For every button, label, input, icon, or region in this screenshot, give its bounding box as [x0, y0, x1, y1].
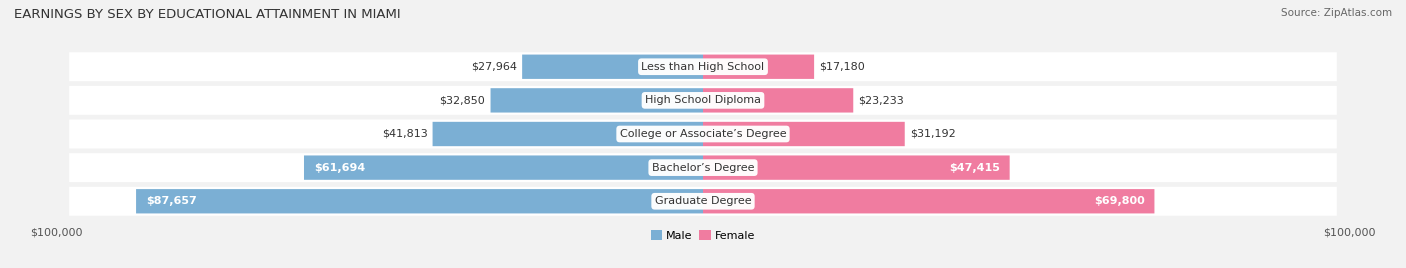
FancyBboxPatch shape	[703, 122, 904, 146]
FancyBboxPatch shape	[136, 189, 703, 213]
FancyBboxPatch shape	[491, 88, 703, 113]
FancyBboxPatch shape	[69, 86, 1337, 115]
Text: Less than High School: Less than High School	[641, 62, 765, 72]
FancyBboxPatch shape	[69, 187, 1337, 216]
FancyBboxPatch shape	[69, 52, 1337, 81]
Text: Bachelor’s Degree: Bachelor’s Degree	[652, 163, 754, 173]
Text: $47,415: $47,415	[949, 163, 1000, 173]
Text: $61,694: $61,694	[314, 163, 366, 173]
Text: $17,180: $17,180	[820, 62, 865, 72]
Text: $23,233: $23,233	[859, 95, 904, 105]
Text: College or Associate’s Degree: College or Associate’s Degree	[620, 129, 786, 139]
FancyBboxPatch shape	[69, 120, 1337, 148]
FancyBboxPatch shape	[703, 55, 814, 79]
Text: Graduate Degree: Graduate Degree	[655, 196, 751, 206]
Text: $32,850: $32,850	[440, 95, 485, 105]
Text: $31,192: $31,192	[910, 129, 956, 139]
Legend: Male, Female: Male, Female	[647, 225, 759, 245]
Text: Source: ZipAtlas.com: Source: ZipAtlas.com	[1281, 8, 1392, 18]
FancyBboxPatch shape	[703, 155, 1010, 180]
Text: EARNINGS BY SEX BY EDUCATIONAL ATTAINMENT IN MIAMI: EARNINGS BY SEX BY EDUCATIONAL ATTAINMEN…	[14, 8, 401, 21]
FancyBboxPatch shape	[433, 122, 703, 146]
FancyBboxPatch shape	[703, 189, 1154, 213]
FancyBboxPatch shape	[522, 55, 703, 79]
FancyBboxPatch shape	[69, 153, 1337, 182]
Text: High School Diploma: High School Diploma	[645, 95, 761, 105]
FancyBboxPatch shape	[304, 155, 703, 180]
Text: $41,813: $41,813	[381, 129, 427, 139]
Text: $87,657: $87,657	[146, 196, 197, 206]
Text: $27,964: $27,964	[471, 62, 517, 72]
FancyBboxPatch shape	[703, 88, 853, 113]
Text: $69,800: $69,800	[1094, 196, 1144, 206]
